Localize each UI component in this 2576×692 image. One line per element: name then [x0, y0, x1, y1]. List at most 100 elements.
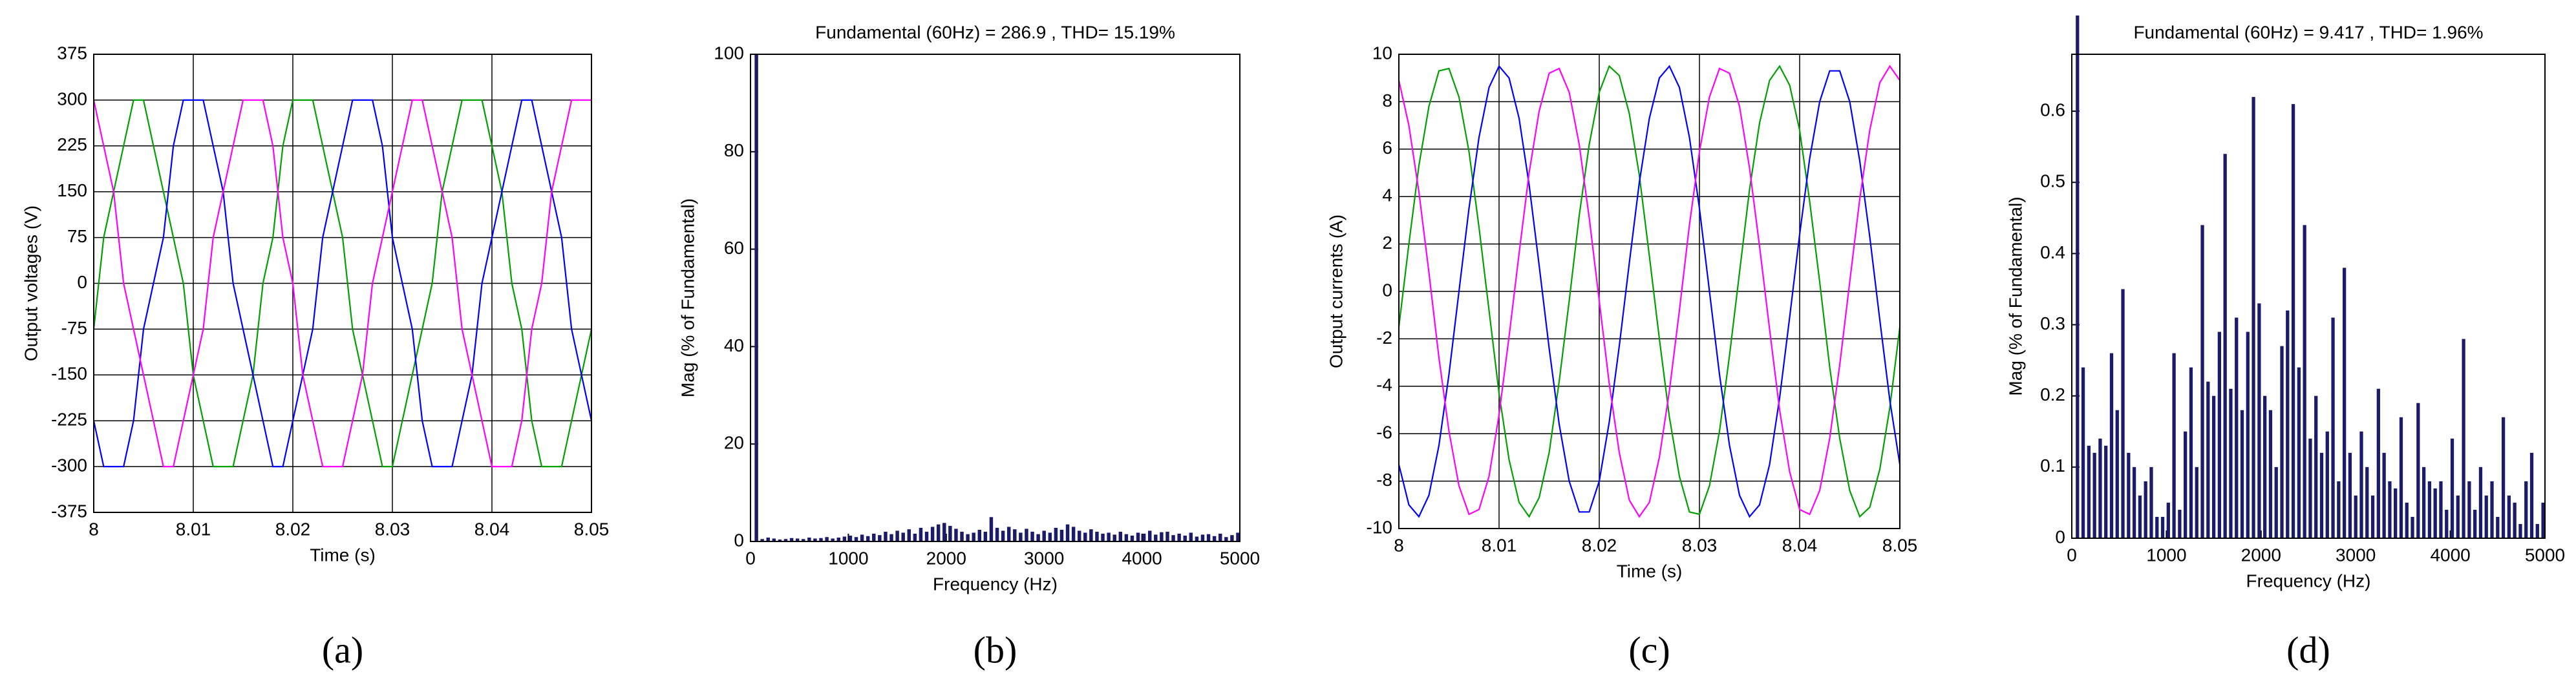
- bar: [2121, 289, 2125, 538]
- bar: [2535, 523, 2539, 538]
- bar: [1077, 530, 1081, 541]
- x-tick-label: 0: [2067, 545, 2077, 565]
- x-tick-label: 3000: [1024, 548, 1064, 568]
- bar: [1071, 527, 1076, 541]
- y-tick-label: 75: [67, 226, 87, 246]
- series-line: [94, 99, 591, 468]
- x-tick-label: 5000: [1220, 548, 1260, 568]
- x-tick-label: 8.03: [1682, 535, 1718, 555]
- plot-frame: [2071, 54, 2546, 539]
- bar: [2518, 523, 2522, 538]
- x-tick-label: 0: [745, 548, 756, 568]
- bar: [1101, 533, 1105, 541]
- x-tick-label: 8.01: [176, 519, 211, 539]
- bar: [831, 538, 835, 541]
- plot-content: [1399, 65, 1900, 518]
- bar: [2456, 495, 2460, 538]
- bar: [1224, 537, 1228, 541]
- bar: [2109, 353, 2114, 538]
- bar: [2138, 495, 2142, 538]
- x-tick-label: 8.02: [275, 519, 311, 539]
- bar: [995, 527, 999, 541]
- bar: [1036, 534, 1040, 541]
- bar: [1142, 533, 1146, 541]
- bar: [1236, 532, 1240, 541]
- bar: [919, 527, 923, 541]
- bar: [1118, 531, 1123, 541]
- y-tick-label: 0: [734, 530, 744, 550]
- bar: [1218, 533, 1222, 541]
- x-tick-label: 8: [1394, 535, 1404, 555]
- bar: [1059, 529, 1064, 541]
- bar: [2473, 509, 2477, 538]
- bar: [1089, 529, 1093, 541]
- series-line: [1399, 65, 1900, 518]
- bar: [2445, 509, 2449, 538]
- x-axis-label: Frequency (Hz): [933, 574, 1058, 594]
- bar: [2541, 502, 2545, 538]
- y-tick-label: 20: [724, 433, 744, 453]
- bar: [854, 537, 858, 541]
- bar: [2501, 417, 2506, 538]
- bar: [989, 517, 994, 541]
- bar: [907, 529, 911, 541]
- bar: [2195, 467, 2198, 538]
- bar: [878, 535, 882, 541]
- panel-label: (b): [974, 629, 1017, 671]
- panel-label: (a): [322, 629, 363, 671]
- bar: [2076, 16, 2080, 538]
- bar: [1195, 536, 1199, 541]
- bar: [2206, 381, 2210, 538]
- chart-title: Fundamental (60Hz) = 9.417 , THD= 1.96%: [2133, 22, 2483, 42]
- bar: [2291, 104, 2295, 538]
- bar: [2354, 495, 2358, 538]
- bar: [1054, 527, 1058, 541]
- bar: [1124, 534, 1129, 541]
- bar: [2411, 516, 2414, 538]
- bar: [1013, 529, 1017, 541]
- bar: [2490, 481, 2494, 538]
- y-tick-label: 0.4: [2040, 242, 2065, 262]
- bar: [860, 534, 864, 541]
- bar: [884, 531, 888, 541]
- y-tick-label: 10: [1372, 43, 1392, 63]
- y-tick-label: -300: [51, 455, 87, 475]
- bar: [960, 531, 964, 541]
- plot-frame: [93, 54, 592, 513]
- plot-area: [2072, 54, 2545, 538]
- bar: [2496, 516, 2500, 538]
- bar: [802, 539, 805, 541]
- y-tick-label: 60: [724, 238, 744, 258]
- bar: [1183, 535, 1187, 541]
- bar: [1212, 536, 1217, 541]
- bar: [789, 538, 794, 541]
- plot-frame: [1398, 54, 1900, 529]
- x-axis-label: Time (s): [1617, 561, 1683, 581]
- x-tick-label: 2000: [926, 548, 966, 568]
- bar: [813, 538, 817, 541]
- bar: [2348, 452, 2352, 538]
- bar: [2422, 467, 2426, 538]
- bar: [2529, 452, 2534, 538]
- x-tick-label: 1000: [828, 548, 868, 568]
- bar: [872, 533, 876, 541]
- bar: [924, 531, 929, 541]
- x-tick-label: 8.01: [1482, 535, 1517, 555]
- bar: [2399, 417, 2403, 538]
- y-tick-label: 300: [57, 89, 87, 109]
- x-tick-label: 8.04: [474, 519, 510, 539]
- bar: [783, 539, 788, 541]
- bar: [1006, 527, 1011, 541]
- y-tick-label: -225: [51, 410, 87, 430]
- y-tick-label: 0: [77, 272, 87, 292]
- x-tick-label: 2000: [2241, 545, 2281, 565]
- y-tick-label: 2: [1382, 233, 1392, 253]
- bar: [1107, 532, 1111, 541]
- y-tick-label: 225: [57, 134, 87, 154]
- y-tick-label: -2: [1376, 328, 1392, 348]
- bar: [2166, 502, 2170, 538]
- y-tick-label: 100: [714, 43, 744, 63]
- bar: [2319, 452, 2324, 538]
- bar: [2286, 310, 2290, 538]
- y-tick-label: 0.6: [2040, 100, 2065, 120]
